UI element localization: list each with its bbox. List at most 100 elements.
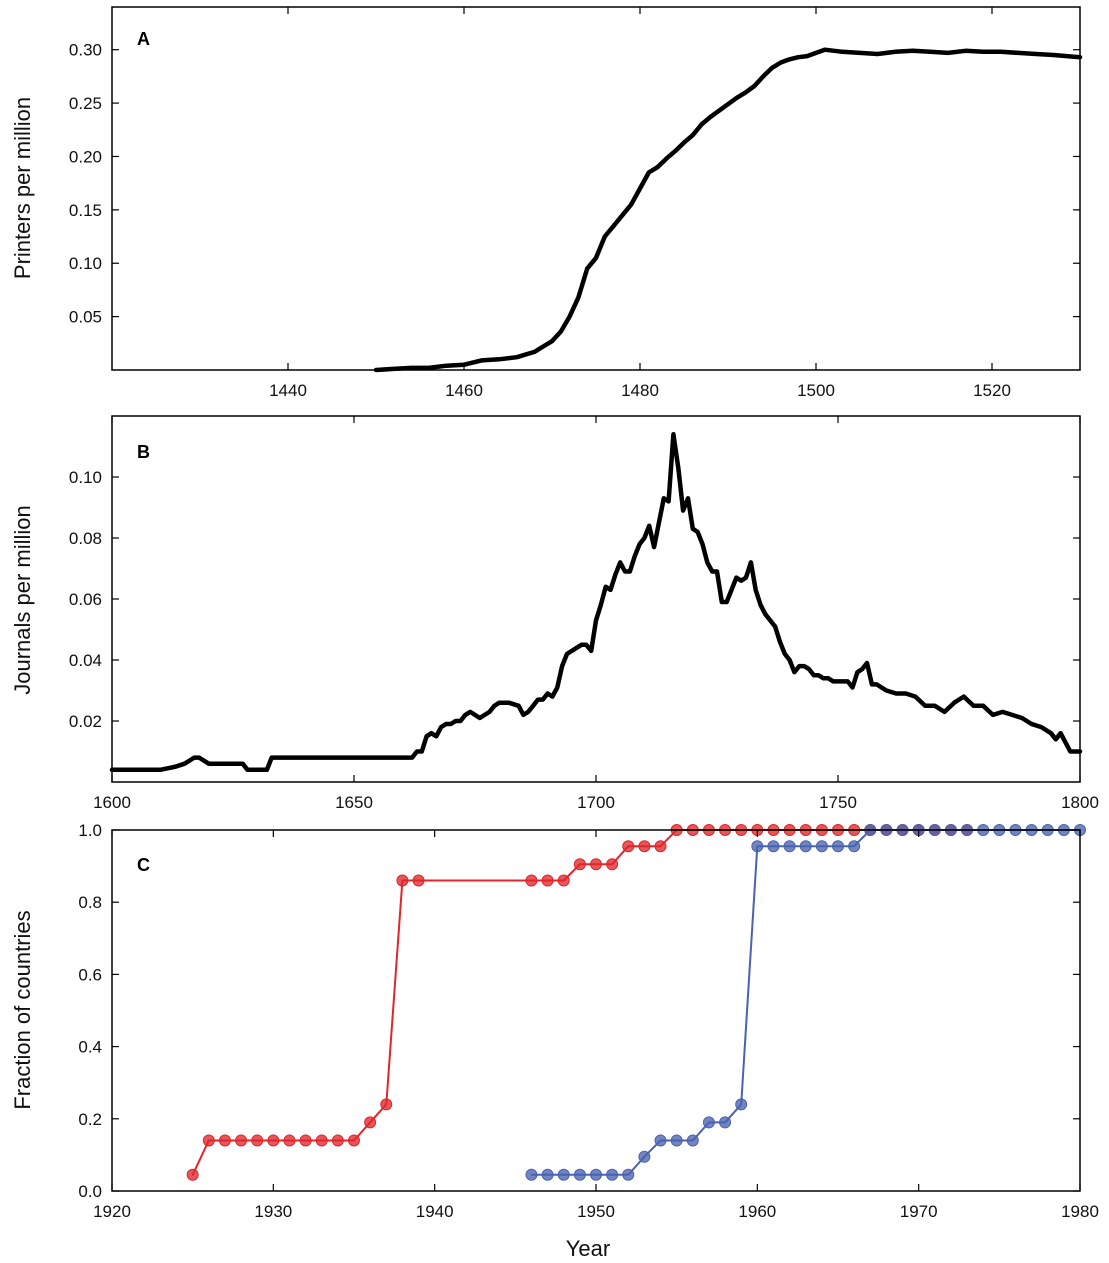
- panel-a-y-tick-label: 0.30: [69, 41, 102, 60]
- panel-c-frame: [111, 829, 1081, 1192]
- panel-b-x-tick-label: 1650: [335, 793, 373, 812]
- panel-c-series-2-point: [541, 1168, 554, 1181]
- panel-c-series-1-point: [654, 840, 667, 853]
- panel-c-series-1-point: [557, 874, 570, 887]
- panel-a-y-tick-label: 0.25: [69, 94, 102, 113]
- panel-a-frame: [111, 6, 1081, 371]
- panel-c-letter: C: [137, 855, 150, 875]
- panel-c-series-2-point: [751, 840, 764, 853]
- panel-a: A Printers per million 1440 1460 1480 1500 1…: [10, 6, 1083, 400]
- panel-c-series-1-point: [202, 1134, 215, 1147]
- panel-a-x-tick-label: 1460: [445, 381, 483, 400]
- panel-a-x-tick-label: 1480: [621, 381, 659, 400]
- panel-c-series-1-point: [541, 874, 554, 887]
- panel-b-ticks: 1600 1650 1700 1750 1800 0.02 0.04 0.06 0.08 0.10: [69, 416, 1099, 812]
- panel-c-series-1-point: [412, 874, 425, 887]
- panel-c-series-2-point: [799, 840, 812, 853]
- panel-c-x-tick-label: 1950: [577, 1202, 615, 1221]
- panel-c-series-1-point: [331, 1134, 344, 1147]
- panel-c-x-axis-title: Year: [566, 1236, 610, 1261]
- panel-c-x-tick-label: 1960: [738, 1202, 776, 1221]
- panel-c-x-tick-label: 1920: [93, 1202, 131, 1221]
- panel-c-series-1-point: [590, 858, 602, 871]
- panel-c-series-2-point: [590, 1168, 602, 1181]
- panel-c-x-tick-label: 1980: [1061, 1202, 1099, 1221]
- panel-c-marks: [186, 824, 1086, 1181]
- panel-c-series-1-point: [396, 874, 409, 887]
- panel-c-series-2-point: [573, 1168, 586, 1181]
- panel-a-x-tick-label: 1440: [269, 381, 307, 400]
- panel-c-y-axis-title: Fraction of countries: [10, 910, 35, 1109]
- panel-c-ticks: 1920 1930 1940 1950 1960 1970 1980 0.0 0.2 0.4 0.6…: [78, 821, 1099, 1221]
- panel-c-series-2-point: [783, 840, 796, 853]
- panel-a-y-axis-title: Printers per million: [10, 97, 35, 279]
- panel-c-series-2-point: [719, 1116, 732, 1129]
- panel-b-x-tick-label: 1800: [1061, 793, 1099, 812]
- panel-c-series-1-point: [525, 874, 538, 887]
- panel-b-marks: [109, 432, 1083, 773]
- panel-b-frame: [111, 415, 1081, 783]
- panel-a-ticks: 1440 1460 1480 1500 1520 0.05 0.10 0.15 0.20 0.25…: [69, 7, 1080, 400]
- panel-b-y-tick-label: 0.06: [69, 590, 102, 609]
- panel-b-x-tick-label: 1750: [819, 793, 857, 812]
- panel-c-series-1-point: [638, 840, 651, 853]
- panel-a-marks: [373, 47, 1083, 373]
- panel-c-series-2-point: [702, 1116, 715, 1129]
- panel-a-x-tick-label: 1520: [973, 381, 1011, 400]
- panel-c-series-2-point: [670, 1134, 683, 1147]
- panel-c-series-1-point: [267, 1134, 280, 1147]
- panel-c-y-tick-label: 0.8: [78, 893, 102, 912]
- panel-b-letter: B: [137, 442, 150, 462]
- panel-c-y-tick-label: 0.6: [78, 965, 102, 984]
- panel-c-series-1-point: [186, 1168, 199, 1181]
- panel-c-series-2-point: [557, 1168, 570, 1181]
- panel-a-y-tick-label: 0.20: [69, 147, 102, 166]
- panel-c-series-1-point: [622, 840, 635, 853]
- panel-c: C Fraction of countries Year 1920 1930 194…: [10, 821, 1099, 1261]
- panel-c-x-tick-label: 1940: [416, 1202, 454, 1221]
- panel-c-series-2-point: [638, 1150, 651, 1163]
- panel-b-x-tick-label: 1700: [577, 793, 615, 812]
- panel-c-series-2-point: [735, 1098, 748, 1111]
- panel-b-y-tick-label: 0.10: [69, 468, 102, 487]
- panel-c-series-1-point: [283, 1134, 296, 1147]
- panel-c-series-1-point: [380, 1098, 393, 1111]
- panel-a-y-tick-label: 0.05: [69, 308, 102, 327]
- panel-c-series-2-point: [686, 1134, 699, 1147]
- panel-b-x-tick-label: 1600: [93, 793, 131, 812]
- panel-c-series-2-point: [848, 840, 861, 853]
- panel-a-x-tick-label: 1500: [797, 381, 835, 400]
- panel-b-y-tick-label: 0.08: [69, 529, 102, 548]
- panel-c-y-tick-label: 0.0: [78, 1182, 102, 1201]
- panel-c-series-2-point: [832, 840, 844, 853]
- panel-c-series-2-point: [815, 840, 828, 853]
- panel-c-series-2-point: [622, 1168, 635, 1181]
- panel-c-series-1-point: [573, 858, 586, 871]
- panel-c-series-1-point: [348, 1134, 360, 1147]
- panel-b-y-axis-title: Journals per million: [10, 505, 35, 695]
- panel-a-letter: A: [137, 29, 150, 49]
- panel-c-series-1-point: [606, 858, 619, 871]
- panel-c-series-1-point: [315, 1134, 328, 1147]
- panel-c-series-2-line: [530, 829, 1081, 1176]
- panel-b-y-tick-label: 0.02: [69, 712, 102, 731]
- panel-c-series-2-point: [654, 1134, 667, 1147]
- panel-c-series-1-point: [218, 1134, 231, 1147]
- panel-c-series-1-line: [191, 829, 969, 1176]
- panel-c-y-tick-label: 0.2: [78, 1110, 102, 1129]
- panel-c-y-tick-label: 0.4: [78, 1038, 102, 1057]
- panel-a-y-tick-label: 0.10: [69, 254, 102, 273]
- panel-b: B Journals per million 1600 1650 1700 1750 1…: [10, 415, 1099, 812]
- panel-b-series-1-line: [109, 432, 1083, 773]
- panel-c-series-2-point: [606, 1168, 619, 1181]
- panel-c-x-tick-label: 1970: [900, 1202, 938, 1221]
- panel-c-y-tick-label: 1.0: [78, 821, 102, 840]
- panel-c-series-1-point: [299, 1134, 312, 1147]
- panel-c-series-1-point: [251, 1134, 264, 1147]
- panel-c-series-1-point: [364, 1116, 377, 1129]
- panel-c-series-1-point: [235, 1134, 248, 1147]
- panel-a-series-1-line: [373, 47, 1083, 373]
- panel-b-y-tick-label: 0.04: [69, 651, 102, 670]
- panel-c-series-2-point: [767, 840, 780, 853]
